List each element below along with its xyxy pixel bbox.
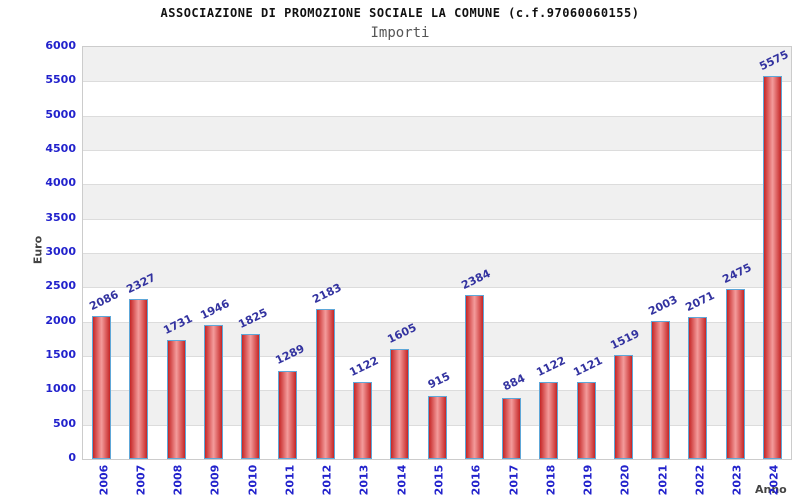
- background-band: [83, 184, 791, 219]
- y-tick-label: 5500: [45, 73, 76, 87]
- x-tick-label: 2010: [246, 464, 260, 496]
- gridline: [83, 356, 791, 357]
- x-tick-label: 2008: [171, 464, 185, 496]
- gridline: [83, 390, 791, 392]
- x-tick-label: 2023: [730, 464, 744, 496]
- bar: [129, 299, 149, 459]
- x-tick-label: 2019: [581, 464, 595, 496]
- y-tick-label: 500: [53, 416, 76, 430]
- bar: [92, 315, 112, 459]
- bar-value-label: 1122: [347, 353, 382, 380]
- background-band: [83, 321, 791, 356]
- bar-value-label: 1946: [198, 297, 233, 323]
- gridline: [83, 218, 791, 220]
- gridline: [83, 321, 791, 323]
- bar: [464, 295, 484, 459]
- x-tick-label: 2018: [544, 464, 558, 496]
- bar-value-label: 2071: [683, 288, 717, 314]
- bar: [427, 396, 447, 459]
- plot-area: 2086 2327 1731 1946 1825 1289 2183 1122 1605 915 2…: [82, 46, 792, 460]
- x-tick-label: 2021: [656, 464, 670, 496]
- bar: [762, 76, 782, 459]
- bar: [278, 370, 298, 459]
- x-tick-label: 2013: [357, 464, 371, 496]
- x-axis-title: Anno: [755, 483, 787, 496]
- bar: [203, 325, 223, 459]
- y-tick-label: 3500: [45, 210, 76, 224]
- y-tick-label: 5000: [45, 107, 76, 121]
- gridline: [83, 81, 791, 83]
- bar-value-label: 2003: [645, 293, 680, 319]
- y-tick-label: 1500: [45, 348, 76, 361]
- x-tick-label: 2009: [208, 464, 222, 496]
- background-band: [83, 253, 791, 288]
- x-tick-label: 2012: [320, 464, 334, 496]
- bar: [576, 382, 596, 459]
- bar: [352, 381, 372, 459]
- gridline: [83, 184, 791, 186]
- y-tick-label: 6000: [45, 39, 76, 52]
- bar: [539, 381, 559, 459]
- bar: [651, 321, 671, 459]
- bar-value-label: 915: [425, 369, 453, 392]
- y-tick-label: 4000: [45, 176, 76, 190]
- x-tick-label: 2015: [432, 464, 446, 496]
- bar: [725, 289, 745, 459]
- gridline: [83, 115, 791, 117]
- y-tick-label: 3000: [45, 245, 76, 258]
- x-tick-label: 2024: [767, 464, 781, 496]
- background-band: [83, 47, 791, 82]
- bar: [688, 316, 708, 459]
- y-tick-label: 4500: [45, 142, 76, 155]
- x-tick-label: 2006: [97, 464, 111, 496]
- bar: [241, 333, 261, 459]
- x-tick-label: 2016: [469, 464, 483, 496]
- gridline: [83, 150, 791, 151]
- bar: [390, 348, 410, 459]
- x-tick-label: 2017: [507, 464, 521, 496]
- chart-title: ASSOCIAZIONE DI PROMOZIONE SOCIALE LA CO…: [160, 6, 640, 20]
- gridline: [83, 253, 791, 254]
- gridline: [83, 287, 791, 289]
- bar: [315, 309, 335, 459]
- y-tick-label: 1000: [45, 382, 76, 396]
- bar: [502, 398, 522, 459]
- y-tick-label: 2000: [45, 313, 76, 327]
- x-tick-label: 2014: [395, 464, 409, 496]
- bar: [613, 354, 633, 459]
- y-tick-label: 2500: [45, 279, 76, 293]
- bar-value-label: 2086: [87, 287, 121, 313]
- chart-subtitle: Importi: [370, 25, 430, 41]
- bar-value-label: 1122: [534, 353, 568, 380]
- x-tick-label: 2022: [693, 464, 707, 496]
- bar-value-label: 1121: [571, 353, 605, 380]
- background-band: [83, 115, 791, 150]
- x-tick-label: 2011: [283, 464, 297, 496]
- x-tick-label: 2007: [134, 464, 148, 496]
- y-tick-label: 0: [68, 451, 76, 464]
- bar: [166, 340, 186, 459]
- x-tick-label: 2020: [618, 464, 632, 496]
